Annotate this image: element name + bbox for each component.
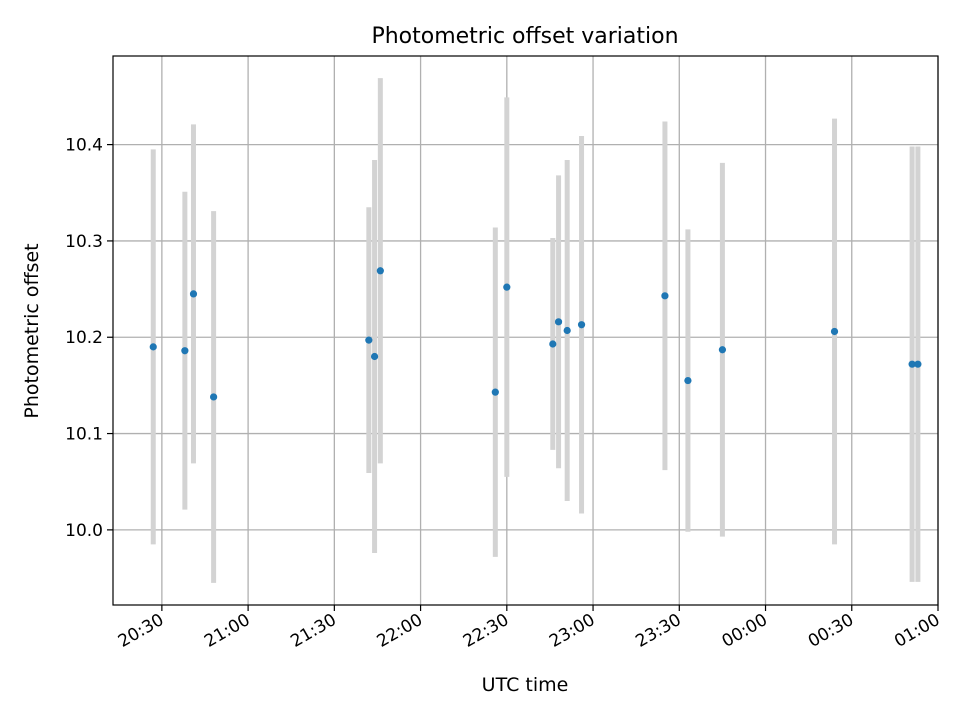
data-point (684, 376, 692, 385)
data-point (503, 283, 511, 291)
data-point (914, 360, 922, 368)
data-point (661, 292, 669, 300)
data-point (149, 343, 157, 351)
y-tick-label: 10.2 (65, 328, 103, 348)
data-point (189, 290, 198, 298)
data-point (210, 393, 218, 401)
data-point (370, 352, 379, 361)
data-point (376, 267, 384, 275)
y-axis-label: Photometric offset (21, 243, 43, 418)
data-point (365, 336, 373, 344)
y-tick-label: 10.4 (65, 136, 103, 156)
y-tick-label: 10.0 (65, 521, 103, 541)
x-axis-label: UTC time (482, 674, 569, 696)
chart-title: Photometric offset variation (371, 24, 678, 49)
point-layer (149, 267, 922, 401)
y-axis-ticks: 10.0 10.1 10.2 10.3 10.4 (65, 136, 113, 541)
data-point (491, 388, 499, 396)
data-point (549, 340, 557, 348)
data-point (908, 360, 916, 368)
y-tick-label: 10.3 (65, 232, 103, 252)
y-tick-label: 10.1 (65, 425, 103, 445)
plot-frame (112, 55, 939, 606)
data-point (577, 321, 586, 329)
data-point (554, 318, 563, 326)
data-point (563, 326, 571, 335)
data-point (718, 346, 727, 354)
data-point (181, 347, 189, 355)
data-point (830, 327, 839, 336)
